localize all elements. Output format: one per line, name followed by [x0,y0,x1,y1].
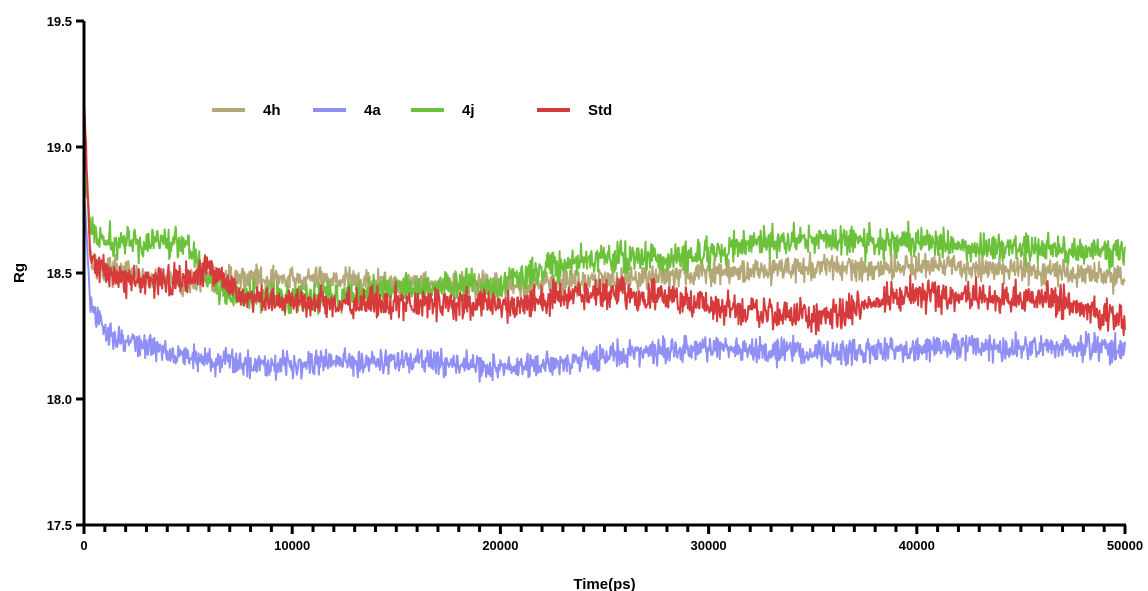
x-tick-label: 20000 [482,538,518,553]
y-tick-label: 19.0 [47,140,72,155]
x-tick-label: 50000 [1107,538,1143,553]
x-tick-label: 30000 [691,538,727,553]
x-tick-label: 0 [80,538,87,553]
series-layer [83,96,1126,383]
y-tick-label: 18.5 [47,266,72,281]
series-line-std [83,96,1126,337]
series-line-4h [83,116,1126,302]
legend: 4h 4a 4j Std [212,102,612,119]
y-tick-label: 19.5 [47,14,72,29]
y-tick-label: 17.5 [47,518,72,533]
legend-label-4h: 4h [263,102,281,119]
legend-label-std: Std [588,102,612,119]
series-line-4a [83,183,1126,383]
y-axis-ticks: 17.5 18.0 18.5 19.0 19.5 [47,14,84,533]
x-axis-ticks: 0 10000 20000 30000 40000 50000 [80,525,1143,553]
legend-label-4j: 4j [462,102,475,119]
x-tick-label: 40000 [899,538,935,553]
x-tick-label: 10000 [274,538,310,553]
y-tick-label: 18.0 [47,392,72,407]
x-axis-title: Time(ps) [573,576,635,591]
axes-layer: 17.5 18.0 18.5 19.0 19.5 0 10000 20000 30000 400… [47,14,1143,553]
y-axis-title: Rg [11,263,28,283]
legend-label-4a: 4a [364,102,381,119]
